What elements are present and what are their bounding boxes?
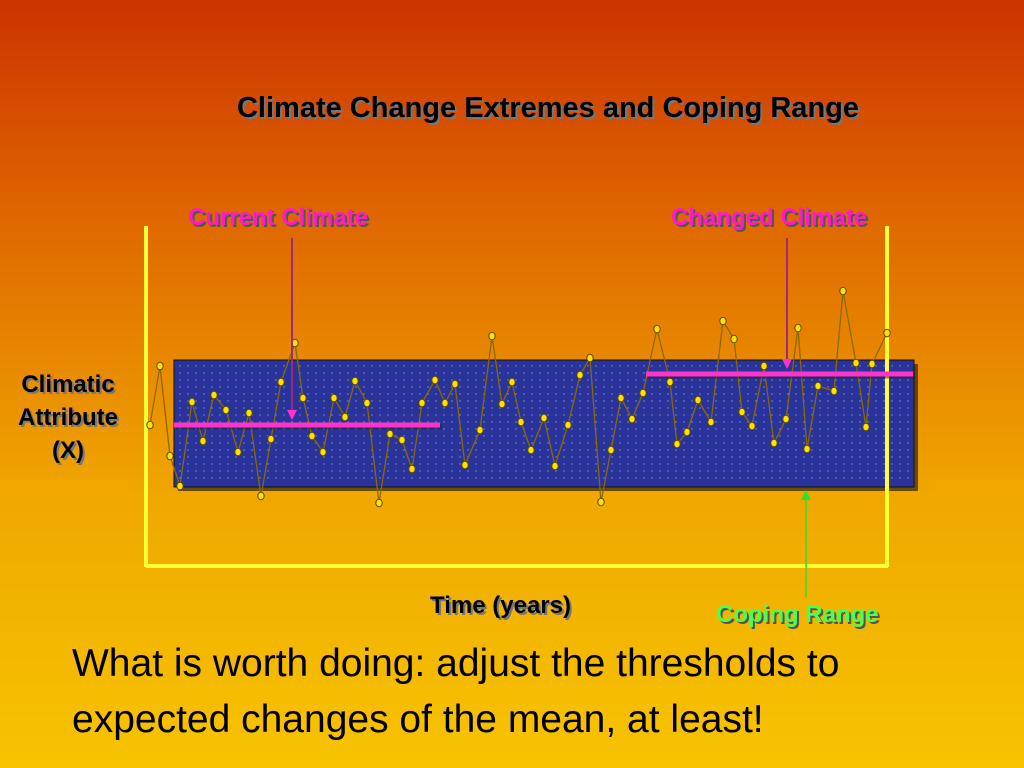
- series-marker: [782, 414, 790, 424]
- series-marker: [418, 398, 426, 408]
- series-marker: [564, 420, 572, 430]
- series-marker: [527, 445, 535, 455]
- y-axis-label: Climatic Attribute (X): [18, 371, 118, 464]
- series-marker: [330, 393, 338, 403]
- series-marker: [683, 427, 691, 437]
- series-marker: [586, 353, 594, 363]
- series-marker: [694, 395, 702, 405]
- coping-range-arrow: [801, 490, 811, 598]
- series-marker: [386, 429, 394, 439]
- series-marker: [707, 417, 715, 427]
- series-marker: [277, 377, 285, 387]
- series-marker: [451, 379, 459, 389]
- current-climate-arrow: [287, 238, 297, 420]
- series-marker: [351, 376, 359, 386]
- series-marker: [341, 412, 349, 422]
- series-marker: [852, 358, 860, 368]
- current-climate-label: Current Climate: [188, 204, 369, 231]
- series-marker: [222, 405, 230, 415]
- slide-title: Climate Change Extremes and Coping Range: [236, 92, 859, 124]
- series-marker: [176, 481, 184, 491]
- changed-climate-label: Changed Climate: [671, 204, 868, 231]
- series-marker: [760, 361, 768, 371]
- series-marker: [576, 370, 584, 380]
- series-marker: [597, 497, 605, 507]
- series-marker: [476, 425, 484, 435]
- series-marker: [461, 460, 469, 470]
- series-marker: [639, 388, 647, 398]
- series-marker: [408, 464, 416, 474]
- series-marker: [308, 431, 316, 441]
- series-marker: [540, 413, 548, 423]
- series-markers: [146, 286, 891, 508]
- series-marker: [617, 393, 625, 403]
- series-marker: [666, 377, 674, 387]
- x-axis-label: Time (years): [430, 592, 571, 619]
- series-marker: [498, 399, 506, 409]
- series-marker: [508, 377, 516, 387]
- series-marker: [748, 421, 756, 431]
- series-marker: [319, 447, 327, 457]
- series-marker: [398, 435, 406, 445]
- series-marker: [794, 323, 802, 333]
- series-marker: [862, 422, 870, 432]
- series-marker: [375, 498, 383, 508]
- series-marker: [730, 334, 738, 344]
- series-marker: [210, 390, 218, 400]
- series-marker: [719, 316, 727, 326]
- series-marker: [245, 408, 253, 418]
- series-marker: [517, 417, 525, 427]
- series-marker: [628, 414, 636, 424]
- series-marker: [441, 398, 449, 408]
- coping-range-label: Coping Range: [716, 601, 879, 628]
- series-marker: [653, 324, 661, 334]
- series-marker: [673, 439, 681, 449]
- series-marker: [257, 491, 265, 501]
- series-marker: [299, 393, 307, 403]
- axes: [144, 226, 889, 568]
- series-marker: [814, 381, 822, 391]
- series-marker: [146, 420, 154, 430]
- series-marker: [267, 434, 275, 444]
- series-marker: [551, 461, 559, 471]
- series-marker: [803, 444, 811, 454]
- series-marker: [868, 359, 876, 369]
- series-marker: [883, 328, 891, 338]
- series-marker: [738, 407, 746, 417]
- series-marker: [363, 398, 371, 408]
- series-marker: [431, 375, 439, 385]
- series-marker: [188, 397, 196, 407]
- bottom-statement: What is worth doing: adjust the threshol…: [72, 642, 840, 741]
- series-marker: [839, 286, 847, 296]
- changed-climate-arrow: [782, 238, 792, 369]
- series-marker: [488, 331, 496, 341]
- series-marker: [166, 451, 174, 461]
- series-marker: [607, 445, 615, 455]
- series-marker: [830, 386, 838, 396]
- series-marker: [234, 447, 242, 457]
- series-marker: [156, 361, 164, 371]
- series-marker: [770, 438, 778, 448]
- series-marker: [199, 436, 207, 446]
